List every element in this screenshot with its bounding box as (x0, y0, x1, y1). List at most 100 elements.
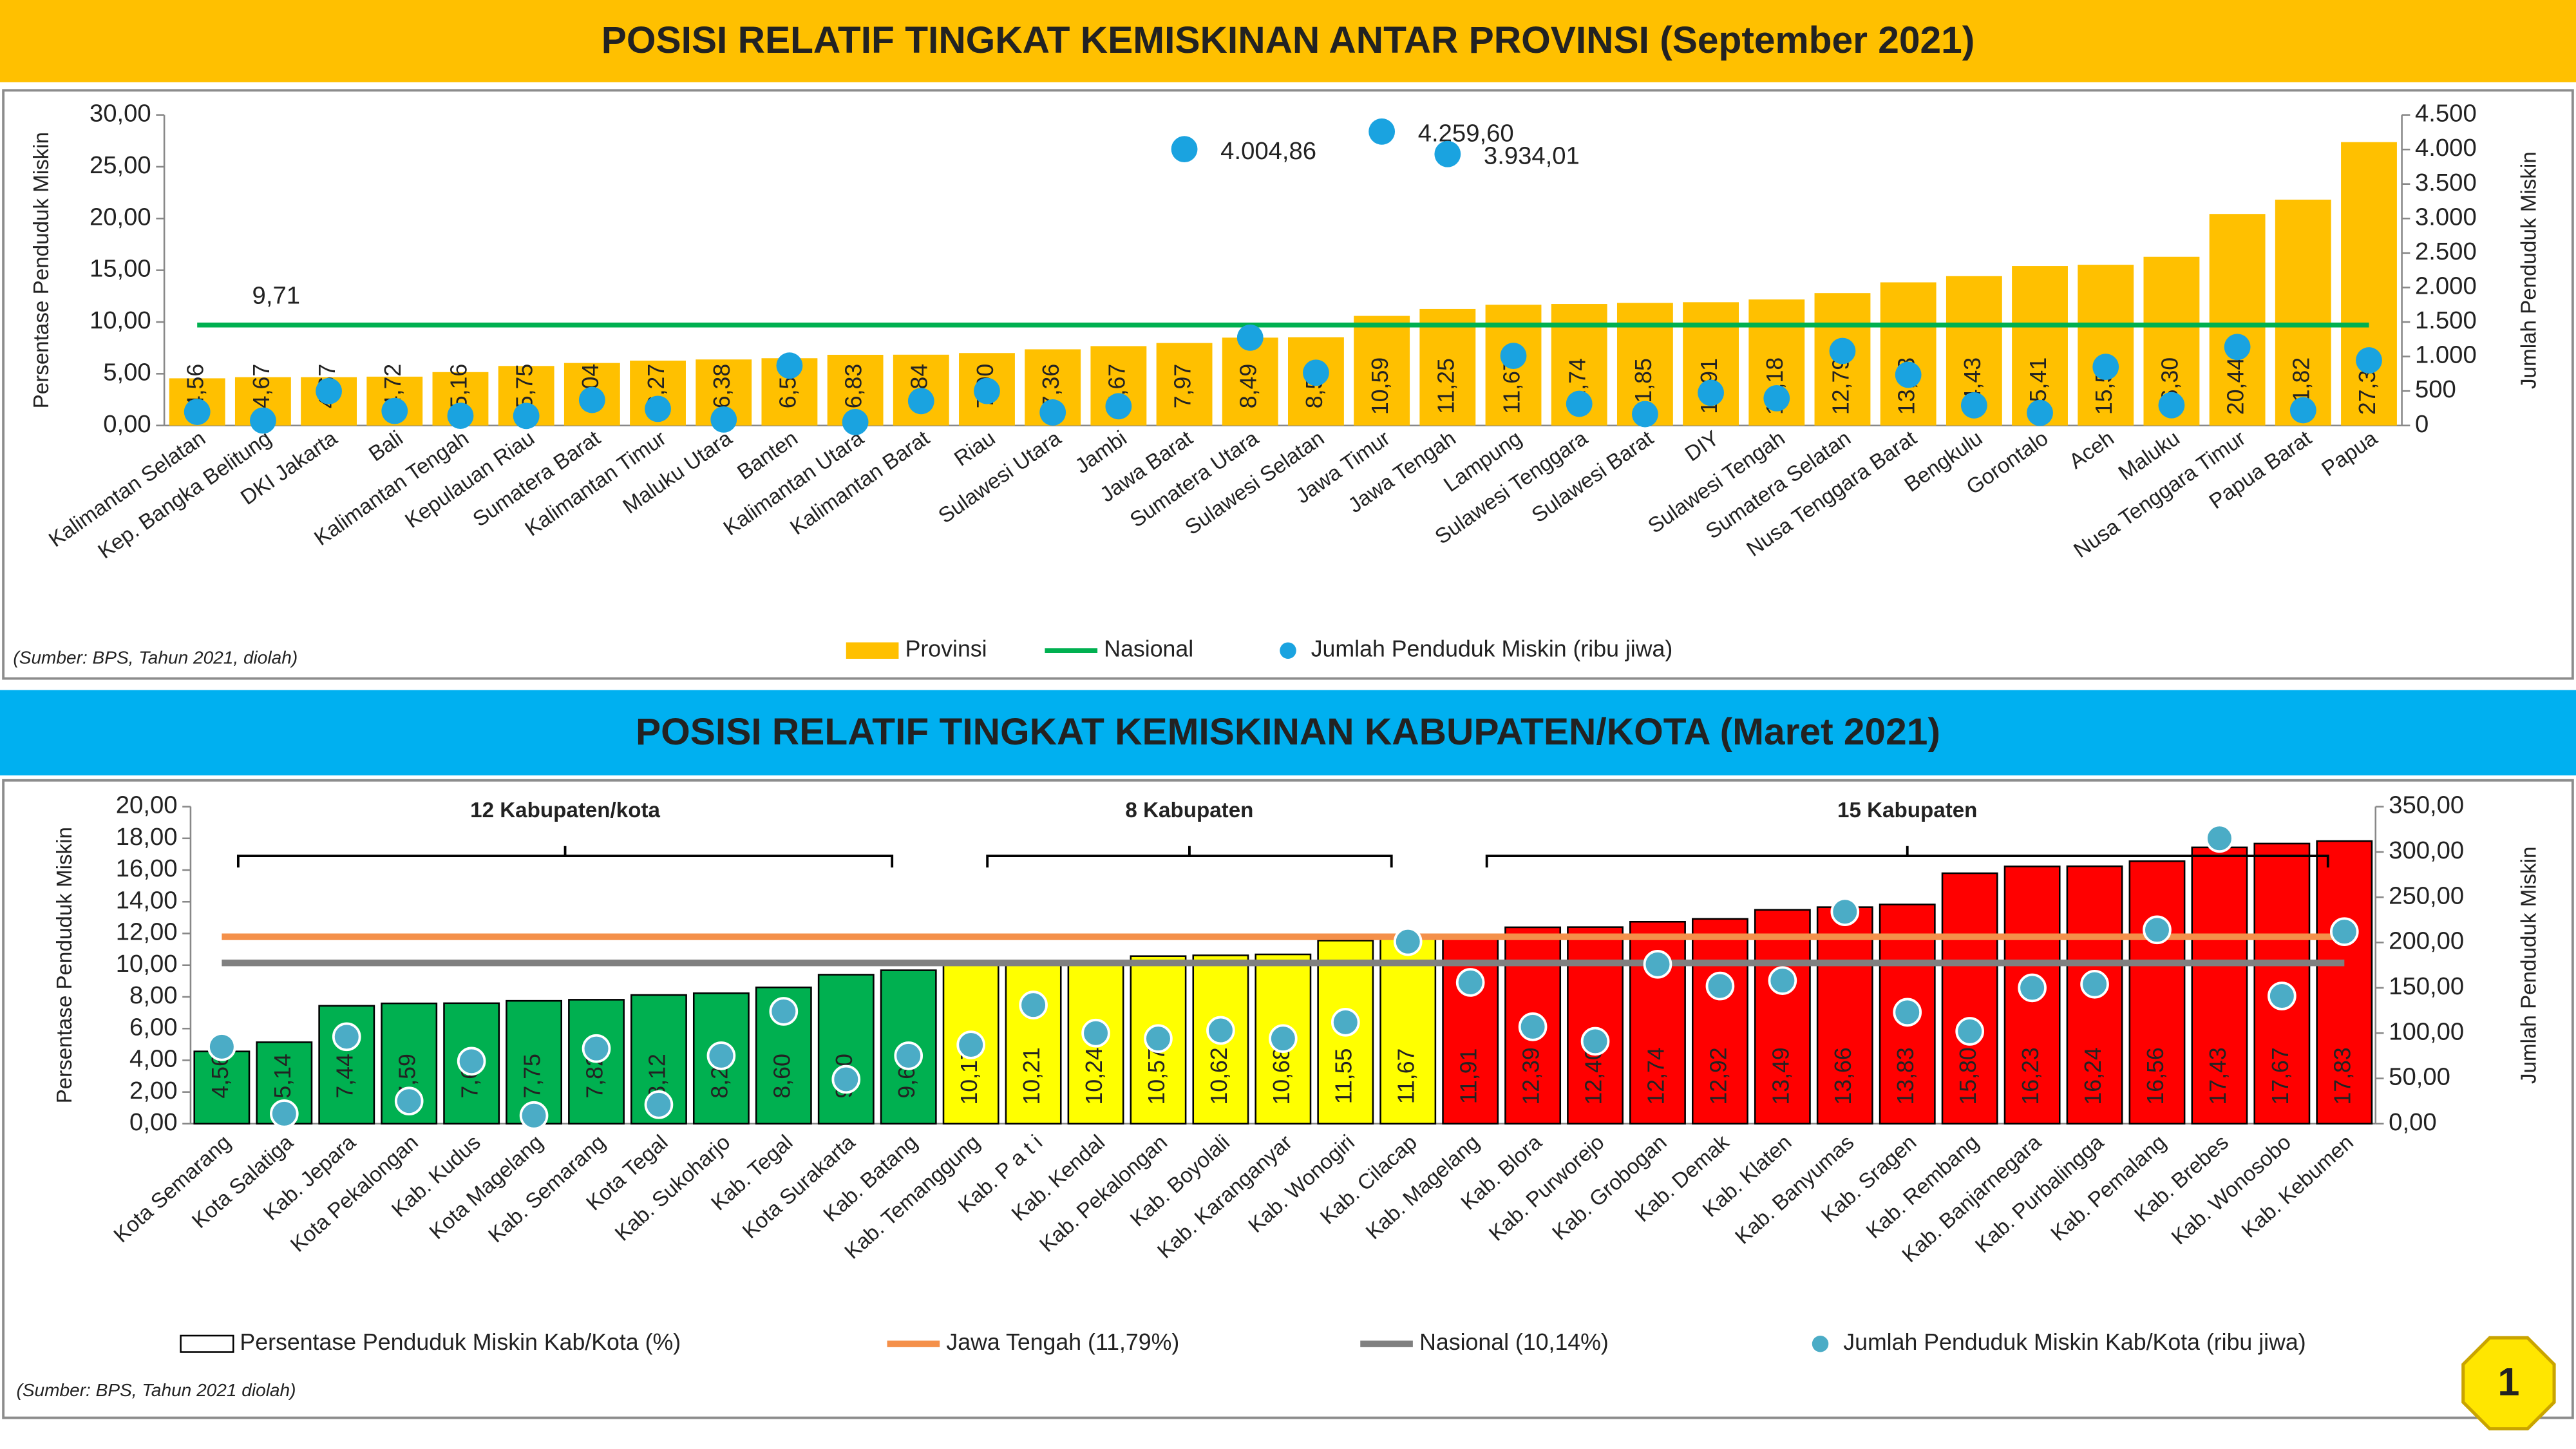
scatter-point (2356, 347, 2382, 374)
scatter-point (270, 1099, 299, 1128)
bar-value-label: 5,75 (512, 364, 538, 408)
bar (880, 969, 937, 1125)
scatter-point (769, 997, 799, 1026)
scatter-point (578, 386, 605, 413)
scatter-point (332, 1022, 361, 1052)
y-tick-label: 8,00 (129, 981, 177, 1009)
scatter-point (1955, 1017, 1984, 1046)
scatter-point (1434, 140, 1461, 167)
y-tick-label: 5,00 (103, 358, 151, 386)
scatter-point (582, 1034, 611, 1063)
bar-value-label: 13,83 (1893, 1047, 1918, 1104)
bar-value-label: 11,67 (1394, 1048, 1419, 1104)
scatter-point (2080, 969, 2109, 999)
bar-value-label: 11,91 (1456, 1048, 1482, 1104)
bar-value-label: 5,16 (446, 364, 471, 408)
scatter-point (1081, 1018, 1110, 1048)
bar-value-label: 6,38 (709, 364, 735, 408)
bar (2275, 200, 2331, 426)
scatter-point (1393, 927, 1423, 956)
y2-tick-label: 1.000 (2415, 341, 2477, 369)
bar (1005, 961, 1062, 1125)
scatter-point (1368, 118, 1396, 145)
bar-value-label: 16,23 (2018, 1047, 2043, 1104)
group-bracket (986, 846, 1393, 867)
legend-swatch (846, 642, 899, 659)
bar (2012, 266, 2068, 426)
scatter-point (1830, 897, 1860, 927)
y2-tick-label: 200,00 (2389, 927, 2464, 955)
bar-value-label: 13,49 (1768, 1047, 1794, 1104)
point-value-label: 4.259,60 (1418, 120, 1514, 147)
y-tick-label: 15,00 (90, 255, 151, 283)
y2-axis-title: Jumlah Penduduk Miskin (2517, 846, 2541, 1084)
page-badge (2461, 1336, 2556, 1431)
bar-value-label: 10,68 (1269, 1047, 1294, 1104)
y-tick-label: 10,00 (116, 950, 178, 978)
y2-tick-label: 300,00 (2389, 837, 2464, 864)
point-value-label: 3.934,01 (1484, 142, 1580, 169)
y2-tick-label: 3.000 (2415, 203, 2477, 231)
group-label: 8 Kabupaten (1125, 799, 1253, 822)
scatter-point (1303, 359, 1329, 386)
legend-label: Jumlah Penduduk Miskin (ribu jiwa) (1311, 636, 1673, 662)
bar (1222, 337, 1278, 426)
bar-value-label: 8,60 (769, 1054, 795, 1099)
bar (1941, 872, 1998, 1125)
scatter-point (519, 1101, 549, 1130)
scatter-point (513, 402, 540, 430)
scatter-point (316, 377, 342, 404)
scatter-point (1236, 324, 1264, 351)
y2-tick-label: 2.000 (2415, 272, 2477, 300)
bar (1880, 282, 1937, 426)
scatter-point (1631, 401, 1658, 428)
scatter-point (1580, 1027, 1610, 1056)
scatter-point (1171, 136, 1198, 163)
legend-label: Persentase Penduduk Miskin Kab/Kota (%) (240, 1329, 681, 1355)
legend-swatch (1280, 642, 1296, 659)
bar (1419, 308, 1476, 426)
bar-value-label: 12,92 (1705, 1047, 1731, 1104)
y2-tick-label: 250,00 (2389, 882, 2464, 909)
bar-value-label: 10,62 (1206, 1047, 1232, 1104)
bar (2316, 840, 2373, 1125)
bar (1354, 316, 1410, 426)
scatter-point (1269, 1024, 1298, 1053)
legend-label: Jawa Tengah (11,79%) (946, 1329, 1179, 1355)
scatter-point (207, 1032, 236, 1061)
bar-value-label: 8,49 (1236, 364, 1262, 409)
y-axis-title: Persentase Penduduk Miskin (30, 132, 53, 408)
bar-value-label: 10,59 (1367, 357, 1393, 415)
bar (2066, 865, 2123, 1125)
scatter-point (2289, 397, 2316, 424)
scatter-point (1768, 966, 1797, 995)
y-tick-label: 16,00 (116, 855, 178, 882)
point-value-label: 4.004,86 (1220, 137, 1316, 165)
source-note: (Sumber: BPS, Tahun 2021, diolah) (13, 647, 298, 667)
bar-value-label: 7,44 (332, 1054, 358, 1099)
bar (817, 974, 875, 1125)
y-tick-label: 6,00 (129, 1013, 177, 1041)
scatter-point (2329, 917, 2359, 946)
bar-value-label: 11,25 (1433, 358, 1459, 414)
scatter-point (2268, 981, 2297, 1010)
bar (692, 992, 750, 1125)
bar-value-label: 10,57 (1144, 1047, 1170, 1104)
scatter-point (1643, 949, 1672, 979)
bar (193, 1050, 251, 1125)
scatter-point (2018, 973, 2047, 1003)
group-bracket (236, 846, 894, 867)
legend-swatch (1812, 1335, 1829, 1352)
y-tick-label: 20,00 (90, 203, 151, 231)
scatter-point (1518, 1012, 1548, 1041)
y2-tick-label: 0,00 (2389, 1108, 2436, 1136)
title-bar (0, 0, 2576, 82)
bar (1816, 906, 1873, 1125)
bar-value-label: 12,40 (1580, 1047, 1606, 1104)
bar-value-label: 4,67 (249, 364, 274, 409)
bar-value-label: 16,24 (2080, 1047, 2106, 1104)
scatter-point (249, 407, 276, 434)
bar (2341, 142, 2397, 426)
